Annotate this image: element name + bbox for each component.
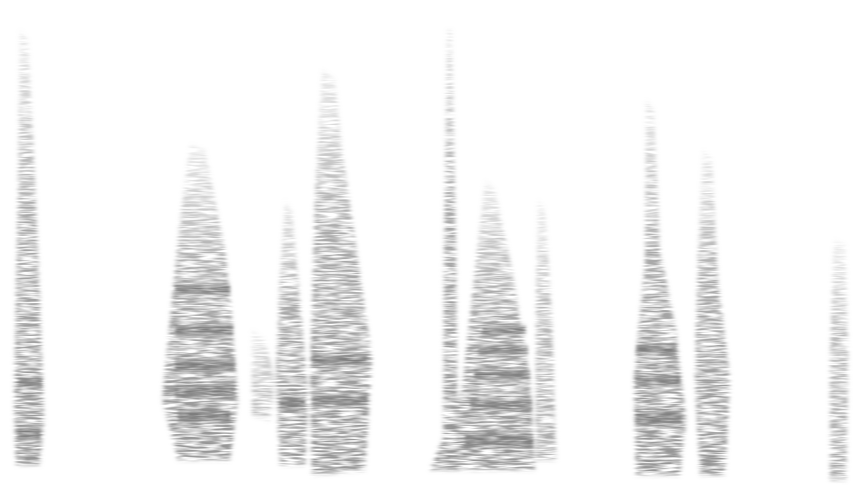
band <box>175 325 233 335</box>
burst <box>252 330 275 420</box>
band <box>636 345 676 354</box>
band <box>312 395 367 405</box>
band <box>312 355 367 365</box>
burst <box>830 240 848 480</box>
band <box>18 378 42 387</box>
energy-regions <box>14 30 848 480</box>
burst <box>695 150 730 475</box>
band <box>280 398 305 408</box>
band <box>175 360 235 371</box>
band <box>474 370 530 379</box>
band <box>478 346 528 354</box>
burst <box>443 30 458 470</box>
band <box>175 385 235 397</box>
burst <box>276 200 308 465</box>
band <box>482 326 526 334</box>
band <box>465 434 533 446</box>
band <box>18 428 40 440</box>
spectrogram <box>0 0 857 495</box>
band <box>636 375 680 385</box>
burst <box>536 200 556 460</box>
band <box>470 400 532 410</box>
band <box>636 412 682 424</box>
page <box>0 0 857 495</box>
band <box>178 410 230 422</box>
burst <box>14 30 44 465</box>
burst <box>310 70 372 475</box>
band <box>175 285 230 294</box>
